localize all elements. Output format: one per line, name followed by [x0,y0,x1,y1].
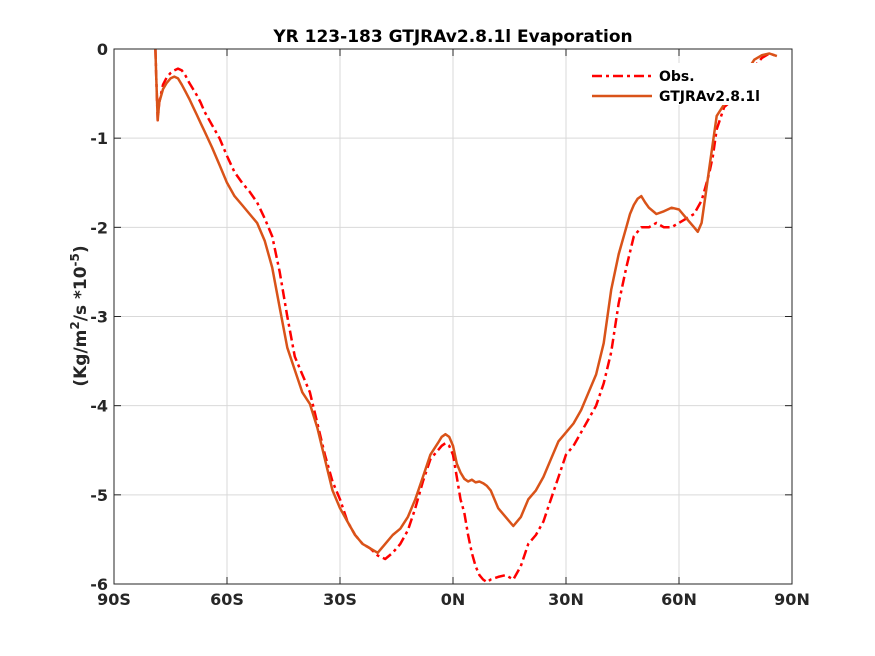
x-tick-label: 0N [441,590,466,609]
x-tick-label: 60N [661,590,697,609]
series-layer [154,48,778,584]
legend-model-label: GTJRAv2.8.1l [659,89,760,105]
y-tick-label: -5 [90,486,108,505]
chart-title: YR 123-183 GTJRAv2.8.1l Evaporation [272,27,632,47]
x-tick-label: 90S [97,590,131,609]
y-tick-labels: 0 -1 -2 -3 -4 -5 -6 [90,40,108,594]
y-axis-label-sup1: 2 [68,321,82,329]
y-axis-label-mid: /s *10 [71,266,91,321]
y-tick-label: -4 [90,397,108,416]
x-tick-label: 90N [774,590,810,609]
legend-obs-label: Obs. [659,69,695,85]
y-tick-label: 0 [97,40,108,59]
y-axis-label: (Kg/m2/s *10-5) [68,245,91,386]
y-tick-label: -6 [90,575,108,594]
x-tick-label: 60S [210,590,244,609]
x-tick-label: 30S [323,590,357,609]
ticks [113,48,793,585]
series-line-obs [154,48,778,584]
legend: Obs. GTJRAv2.8.1l [585,63,781,105]
y-tick-label: -1 [90,129,108,148]
series-line-gtjra [154,48,778,555]
y-tick-label: -2 [90,218,108,237]
y-axis-label-end: ) [71,245,91,253]
x-tick-labels: 90S 60S 30S 0N 30N 60N 90N [97,590,810,609]
y-axis-label-sup2: -5 [68,253,82,266]
y-axis-label-main: (Kg/m [71,330,91,387]
y-tick-label: -3 [90,308,108,327]
x-tick-label: 30N [548,590,584,609]
legend-box [585,63,781,105]
